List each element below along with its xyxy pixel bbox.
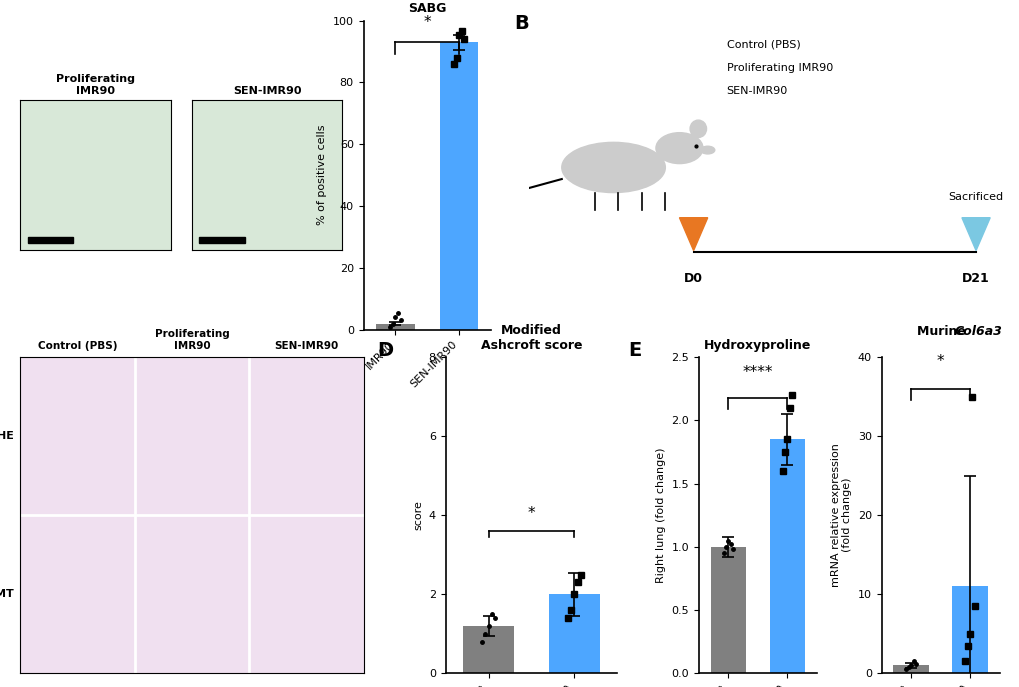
Bar bbox=[376, 324, 414, 330]
Y-axis label: Right lung (fold change): Right lung (fold change) bbox=[655, 447, 665, 583]
Text: *: * bbox=[423, 15, 431, 30]
Text: SEN-IMR90: SEN-IMR90 bbox=[274, 341, 338, 351]
Text: Col6a3: Col6a3 bbox=[954, 325, 1002, 338]
Bar bbox=[893, 665, 928, 673]
Y-axis label: % of positive cells: % of positive cells bbox=[317, 125, 327, 225]
Y-axis label: score: score bbox=[413, 500, 423, 530]
Ellipse shape bbox=[561, 142, 664, 192]
Text: Proliferating IMR90: Proliferating IMR90 bbox=[726, 63, 832, 73]
Bar bbox=[548, 594, 599, 673]
Text: MT: MT bbox=[0, 589, 13, 599]
Text: ****: **** bbox=[742, 365, 772, 380]
Bar bbox=[439, 42, 478, 330]
Ellipse shape bbox=[690, 120, 706, 137]
Bar bbox=[463, 626, 514, 673]
Bar bbox=[769, 440, 804, 673]
Bar bbox=[28, 237, 73, 243]
Ellipse shape bbox=[700, 146, 714, 154]
Title: Modified
Ashcroft score: Modified Ashcroft score bbox=[480, 324, 582, 352]
Text: Murine: Murine bbox=[916, 325, 969, 338]
Text: Proliferating
IMR90: Proliferating IMR90 bbox=[155, 329, 229, 351]
Text: Sacrificed: Sacrificed bbox=[948, 192, 1003, 202]
Text: Control (PBS): Control (PBS) bbox=[726, 40, 800, 50]
Text: SEN-IMR90: SEN-IMR90 bbox=[232, 86, 301, 95]
Title: SABG: SABG bbox=[408, 2, 446, 15]
Text: HE: HE bbox=[0, 431, 13, 441]
Text: B: B bbox=[515, 14, 529, 34]
Ellipse shape bbox=[655, 133, 702, 164]
Bar bbox=[710, 547, 745, 673]
Text: SEN-IMR90: SEN-IMR90 bbox=[726, 87, 787, 96]
Text: *: * bbox=[935, 354, 944, 369]
Text: D: D bbox=[376, 341, 392, 361]
Text: *: * bbox=[527, 506, 535, 521]
Bar bbox=[952, 586, 986, 673]
Text: Proliferating
IMR90: Proliferating IMR90 bbox=[56, 74, 135, 95]
Polygon shape bbox=[679, 218, 707, 251]
Polygon shape bbox=[961, 218, 989, 251]
Bar bbox=[200, 237, 245, 243]
Text: Control (PBS): Control (PBS) bbox=[38, 341, 117, 351]
Text: E: E bbox=[628, 341, 641, 361]
Title: Hydroxyproline: Hydroxyproline bbox=[703, 339, 811, 352]
Text: D0: D0 bbox=[684, 272, 702, 285]
Text: D21: D21 bbox=[961, 272, 989, 285]
Y-axis label: mRNA relative expression
(fold change): mRNA relative expression (fold change) bbox=[829, 443, 852, 587]
